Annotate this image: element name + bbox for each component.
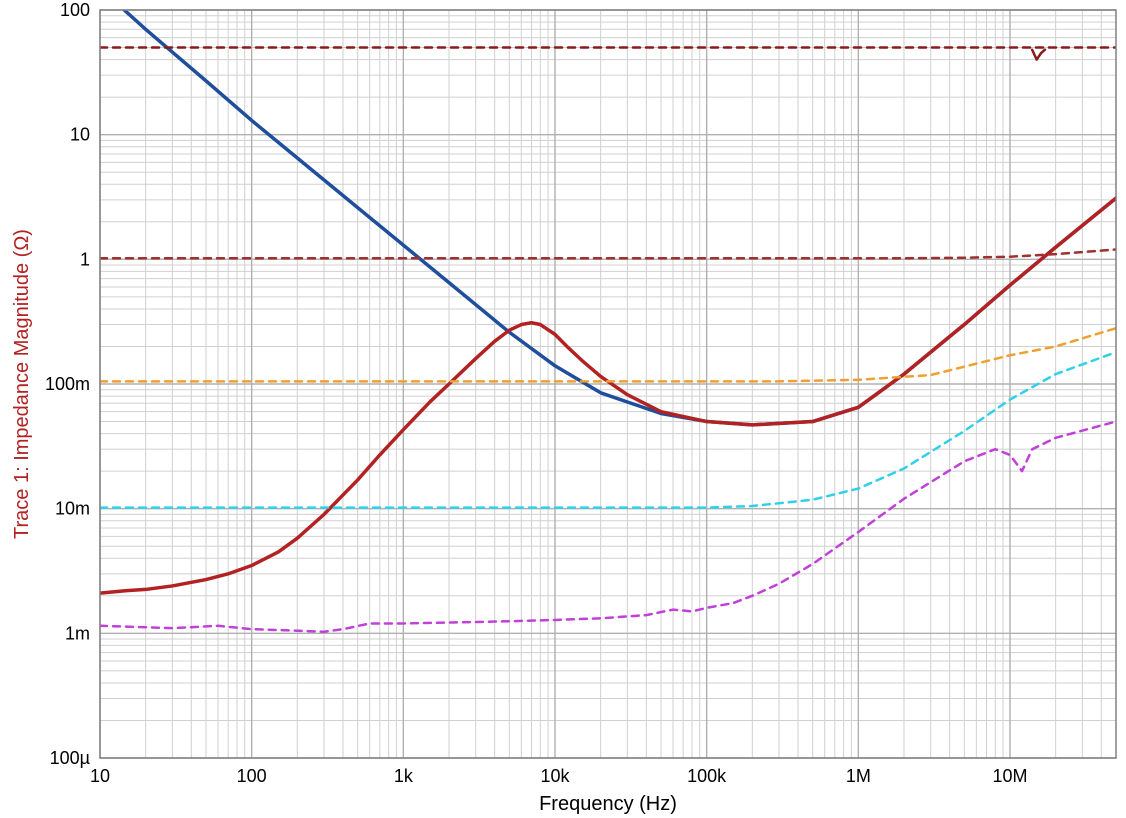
x-axis-label: Frequency (Hz) xyxy=(539,793,677,815)
svg-text:100: 100 xyxy=(60,0,90,20)
svg-text:10m: 10m xyxy=(55,499,90,519)
svg-text:100m: 100m xyxy=(45,374,90,394)
svg-text:1k: 1k xyxy=(394,766,414,786)
svg-text:10: 10 xyxy=(70,125,90,145)
svg-text:1m: 1m xyxy=(65,623,90,643)
svg-text:100: 100 xyxy=(237,766,267,786)
svg-text:1: 1 xyxy=(80,249,90,269)
svg-text:100k: 100k xyxy=(687,766,727,786)
impedance-chart: 10 100 1k 10k 100k 1M 10M 100µ 1m 10m 100m 1 10 100 Fr… xyxy=(0,0,1126,818)
svg-text:100µ: 100µ xyxy=(50,748,90,768)
chart-container: 10 100 1k 10k 100k 1M 10M 100µ 1m 10m 100m 1 10 100 Fr… xyxy=(0,0,1126,818)
y-axis-label: Trace 1: Impedance Magnitude (Ω) xyxy=(11,229,33,539)
svg-text:10k: 10k xyxy=(540,766,570,786)
svg-text:10: 10 xyxy=(90,766,110,786)
svg-text:1M: 1M xyxy=(846,766,871,786)
svg-text:10M: 10M xyxy=(992,766,1027,786)
